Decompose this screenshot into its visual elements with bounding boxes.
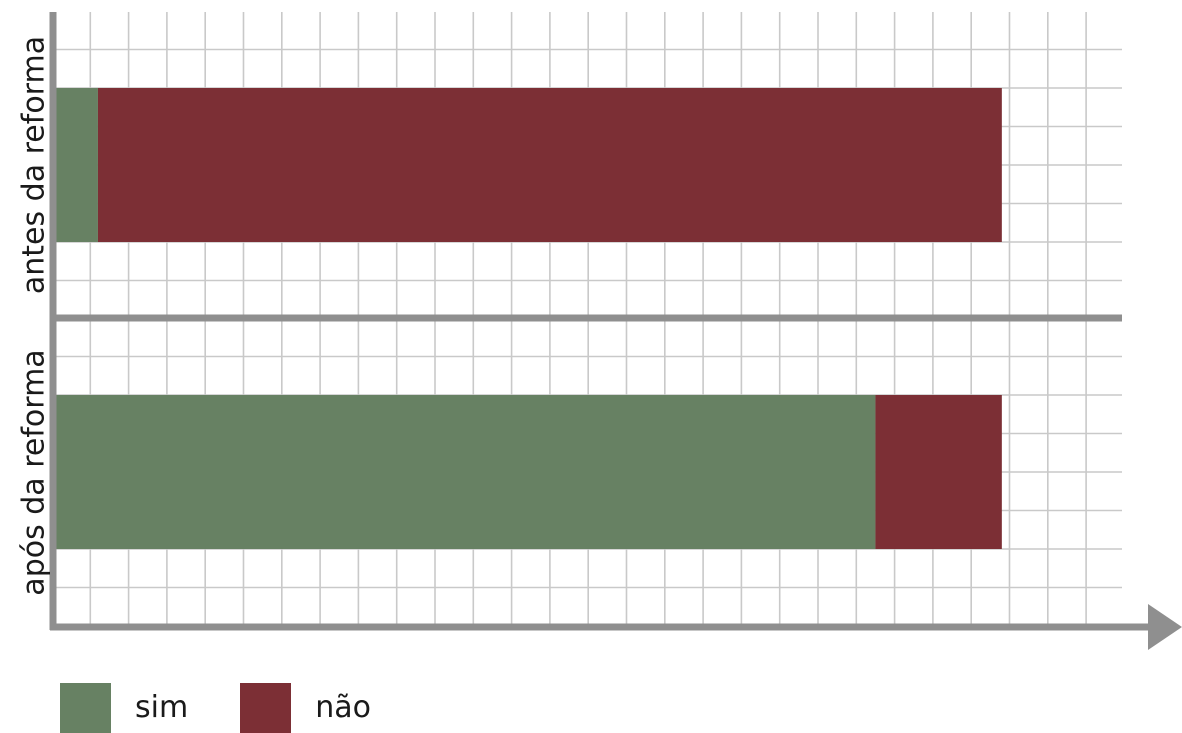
x-axis-arrowhead [1148,604,1182,650]
bar-segment-sim [52,395,876,549]
bar-segment-sim [52,88,98,242]
stacked-bar-chart: antes da reforma após da reforma [17,12,1182,650]
bar-segment-não [875,395,1002,549]
bars [52,88,1002,549]
bar-segment-não [97,88,1002,242]
category-label: antes da reforma [17,36,52,294]
legend-swatch-sim [60,683,111,733]
legend-swatch-nao [240,683,292,733]
legend-item-sim: sim [60,683,188,733]
legend: sim não [60,683,423,733]
legend-label-sim: sim [135,690,189,725]
axes [49,12,1182,650]
category-labels: antes da reforma após da reforma [17,36,52,596]
category-label: após da reforma [17,349,52,595]
legend-item-nao: não [240,683,371,733]
legend-label-nao: não [315,690,371,725]
